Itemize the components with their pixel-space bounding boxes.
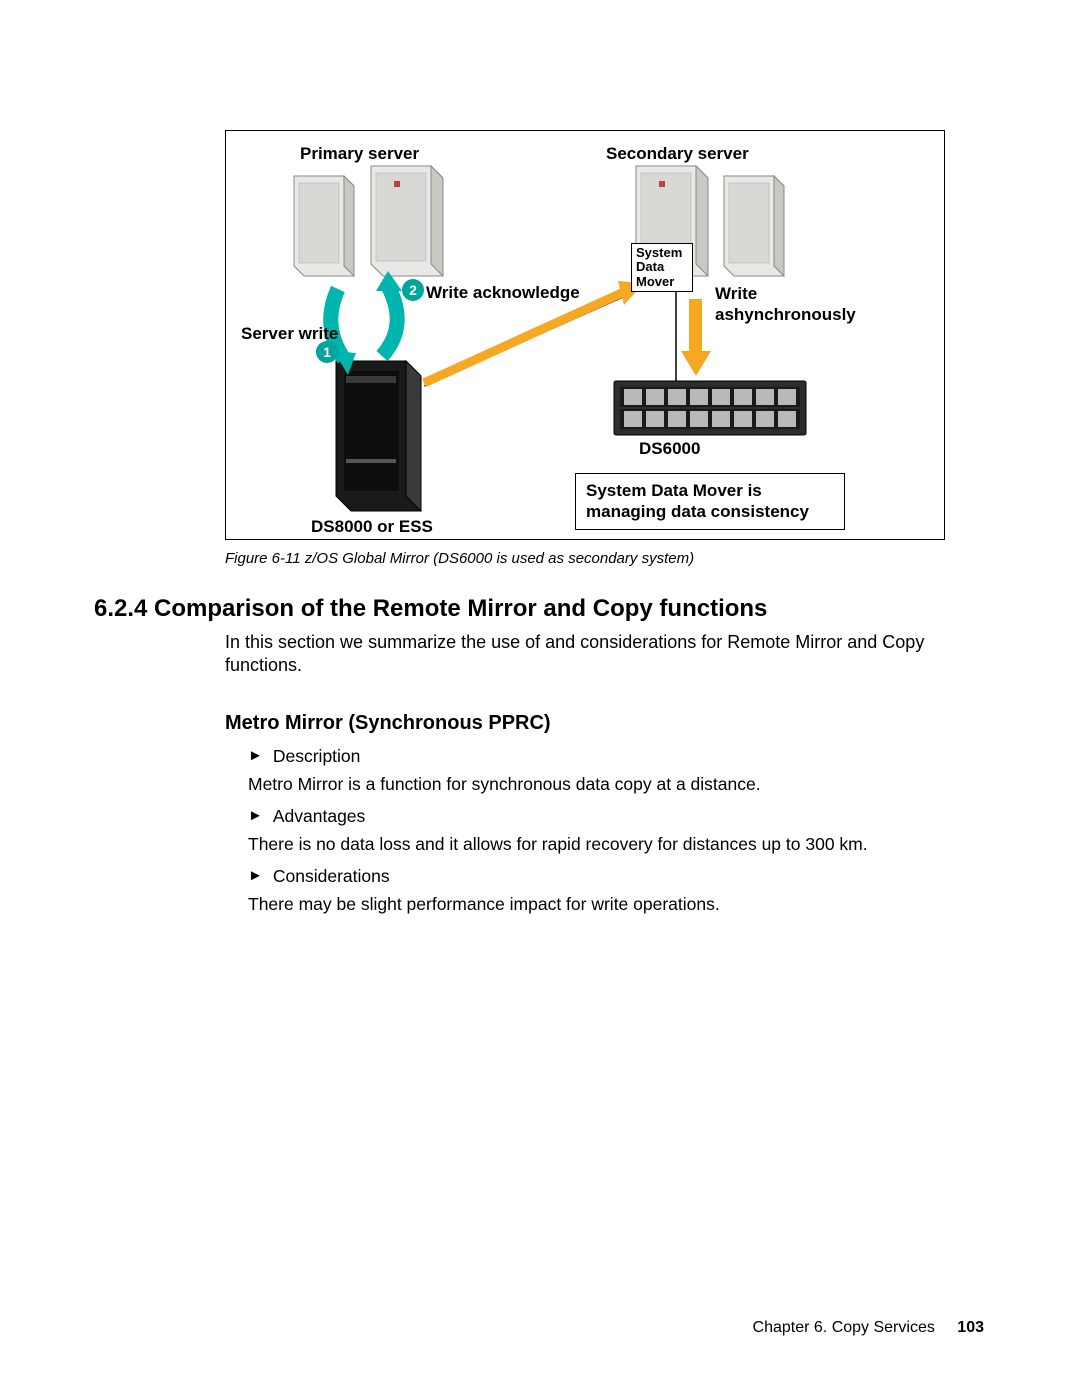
bullet-marker-icon: ► [248,745,263,768]
bullet-3: ► Considerations There may be slight per… [248,865,948,916]
sub-heading: Metro Mirror (Synchronous PPRC) [225,712,551,735]
footer-chapter: Chapter 6. Copy Services [753,1319,935,1336]
section-body: In this section we summarize the use of … [225,631,945,678]
bullet-marker-icon: ► [248,865,263,888]
secondary-server-right-icon [724,176,784,276]
figure-caption: Figure 6-11 z/OS Global Mirror (DS6000 i… [225,550,694,567]
bullet-marker-icon: ► [248,805,263,828]
consistency-box: System Data Mover is managing data consi… [575,473,845,530]
primary-server-left-icon [294,176,354,276]
bullet-2-title: Advantages [273,805,365,828]
write-ack-label: Write acknowledge [426,283,580,303]
figure-frame: Primary server Secondary server Server w… [225,130,945,540]
bullet-3-text: There may be slight performance impact f… [248,893,948,916]
bullet-3-title: Considerations [273,865,390,888]
bullet-1-title: Description [273,745,361,768]
page-footer: Chapter 6. Copy Services 103 [753,1319,984,1337]
sdm-box: System Data Mover [631,243,693,292]
footer-page-number: 103 [957,1319,984,1336]
page: Primary server Secondary server Server w… [0,0,1080,1397]
bullet-2: ► Advantages There is no data loss and i… [248,805,948,856]
primary-server-right-icon [371,166,443,276]
bullet-2-text: There is no data loss and it allows for … [248,833,948,856]
ds8000-label: DS8000 or ESS [311,517,433,537]
write-ack-arrow-icon [376,271,402,356]
write-async-label-1: Write [715,284,757,304]
ds8000-icon [336,361,421,511]
primary-server-label: Primary server [300,144,419,164]
ds6000-label: DS6000 [639,439,700,459]
orange-down-arrow-icon [681,299,711,376]
sdm-label: System Data Mover [636,245,682,289]
step-1-badge: 1 [316,341,338,363]
step-2-badge: 2 [402,279,424,301]
section-heading: 6.2.4 Comparison of the Remote Mirror an… [94,595,767,623]
secondary-server-label: Secondary server [606,144,749,164]
ds6000-icon [614,381,806,435]
consistency-line2: managing data consistency [586,501,834,522]
write-async-label-2: ashynchronously [715,305,856,325]
bullet-1: ► Description Metro Mirror is a function… [248,745,948,796]
bullet-1-text: Metro Mirror is a function for synchrono… [248,773,948,796]
consistency-line1: System Data Mover is [586,480,834,501]
